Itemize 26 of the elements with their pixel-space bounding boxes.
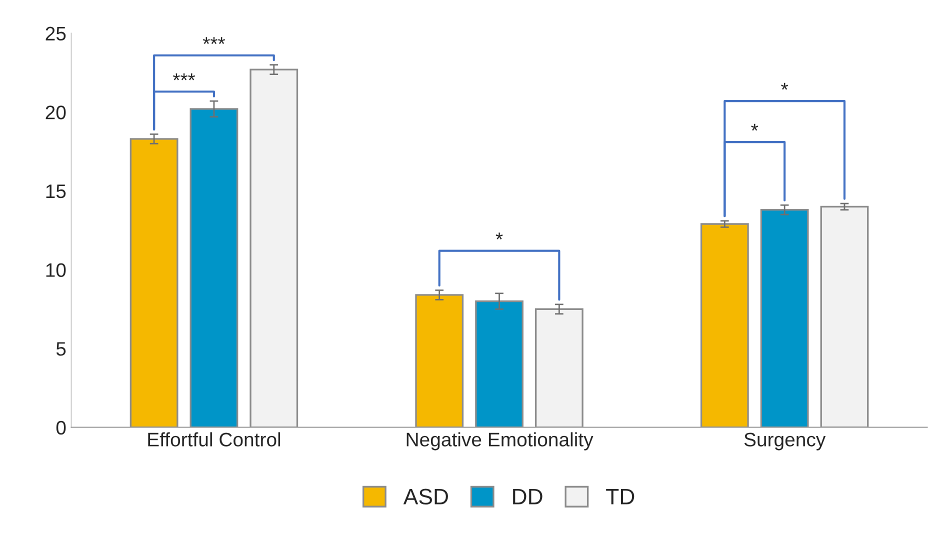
y-tick-label: 10: [46, 263, 66, 277]
bar: [415, 294, 464, 428]
legend-label: TD: [606, 489, 634, 504]
legend-label: DD: [513, 489, 542, 504]
y-tick-label: 0: [56, 420, 66, 435]
x-tick-label: Effortful Control: [148, 432, 280, 446]
bar: [534, 308, 584, 428]
x-tick-label: Surgency: [744, 432, 826, 450]
y-tick-label: 15: [46, 184, 66, 198]
bar: [820, 206, 869, 428]
annotation: *: [781, 82, 788, 90]
annotation: *: [496, 232, 503, 240]
bar: [475, 300, 524, 428]
y-tick-label: 20: [46, 106, 66, 120]
bar: [700, 223, 749, 428]
annotation: ***: [172, 73, 196, 80]
y-tick-label: 25: [46, 26, 66, 41]
bar: [760, 209, 809, 428]
annotation: *: [751, 124, 758, 131]
x-tick-label: Negative Emotionality: [406, 432, 594, 450]
bar: [250, 68, 298, 428]
annotation: ***: [202, 37, 226, 44]
bar: [130, 138, 178, 428]
bar: [190, 108, 238, 428]
y-tick-label: 5: [56, 342, 66, 356]
legend-label: ASD: [403, 488, 448, 505]
